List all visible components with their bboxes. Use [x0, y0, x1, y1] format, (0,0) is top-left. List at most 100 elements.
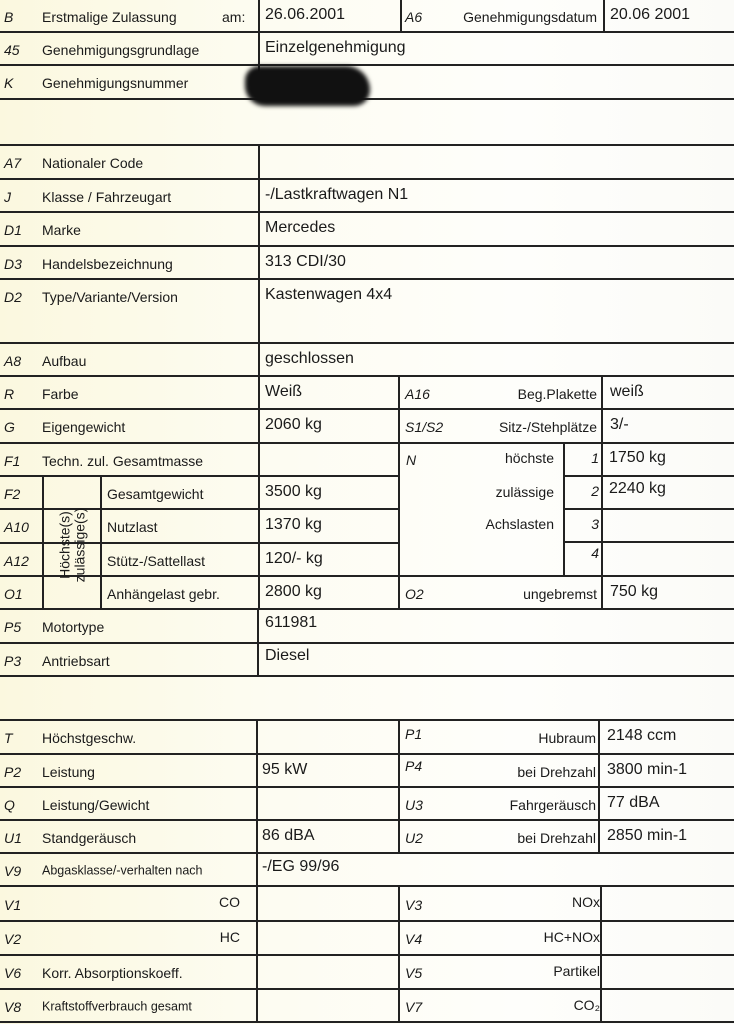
row-f2: F2 Gesamtgewicht 3500 kg	[0, 477, 400, 510]
divider	[398, 821, 400, 852]
code: D3	[4, 255, 22, 272]
code: T	[4, 729, 13, 746]
divider	[100, 544, 102, 575]
row-a8: A8 Aufbau geschlossen	[0, 344, 734, 377]
label: Type/Variante/Version	[42, 288, 178, 305]
code: R	[4, 385, 15, 402]
code: P3	[4, 652, 22, 669]
row-v2: V2 HC V4 HC+NOx	[0, 922, 734, 956]
value2: 3800 min-1	[607, 761, 688, 778]
code: P2	[4, 763, 22, 780]
code-n: N	[406, 452, 417, 468]
row-blank	[0, 100, 734, 146]
row-a5: 45 Genehmigungsgrundlage Einzelgenehmigu…	[0, 33, 734, 66]
label: Genehmigungsgrundlage	[42, 41, 200, 58]
row-v8: V8 Kraftstoffverbrauch gesamt V7 CO₂	[0, 990, 734, 1023]
label: Techn. zul. Gesamtmasse	[42, 452, 204, 469]
value: 3500 kg	[265, 483, 322, 500]
row-t: T Höchstgeschw. P1 Hubraum 2148 ccm	[0, 721, 734, 755]
value: Diesel	[265, 647, 310, 664]
label: Anhängelast gebr.	[107, 585, 220, 602]
divider	[258, 0, 260, 31]
axle-number: 1	[591, 450, 599, 466]
divider	[398, 956, 400, 988]
value: Einzelgenehmigung	[265, 39, 406, 56]
code: F1	[4, 452, 21, 469]
value: 2060 kg	[265, 416, 322, 433]
value: -/Lastkraftwagen N1	[265, 186, 409, 203]
value: 26.06.2001	[265, 6, 346, 23]
value: Weiß	[265, 383, 303, 400]
label: Nationaler Code	[42, 154, 144, 171]
label2: NOx	[572, 893, 600, 910]
code2: U2	[405, 829, 423, 846]
axle-3: 3	[565, 510, 734, 543]
code: V8	[4, 998, 22, 1015]
code: O1	[4, 585, 23, 602]
label: Marke	[42, 221, 81, 238]
divider	[398, 990, 400, 1021]
divider	[398, 887, 400, 920]
rotated-text: Höchste(s) zulässige(s)	[56, 507, 87, 582]
code: V6	[4, 964, 22, 981]
axle-number: 2	[591, 483, 599, 499]
row-d2: D2 Type/Variante/Version Kastenwagen 4x4	[0, 280, 734, 344]
divider	[42, 577, 44, 608]
divider	[258, 33, 260, 64]
label2: Sitz-/Stehplätze	[498, 418, 597, 435]
value: Kastenwagen 4x4	[265, 286, 393, 303]
label2: HC+NOx	[543, 928, 600, 945]
code: Q	[4, 796, 15, 813]
axle-1: 1 1750 kg	[565, 444, 734, 477]
divider	[398, 377, 400, 408]
label: CO	[219, 893, 240, 910]
row-p5: P5 Motortype 611981	[0, 610, 734, 644]
value2: 750 kg	[610, 583, 659, 600]
divider	[398, 755, 400, 786]
label2: Fahrgeräusch	[509, 796, 596, 813]
label: Kraftstoffverbrauch gesamt	[42, 999, 192, 1014]
divider	[42, 544, 44, 575]
divider	[598, 788, 600, 819]
axle-number: 4	[591, 545, 599, 561]
code: U1	[4, 829, 22, 846]
code2: O2	[405, 585, 424, 602]
row-r: R Farbe Weiß A16 Beg.Plakette weiß	[0, 377, 734, 410]
divider	[256, 922, 258, 954]
divider	[42, 510, 44, 542]
divider	[600, 922, 602, 954]
divider	[256, 956, 258, 988]
value: -/EG 99/96	[262, 858, 340, 875]
value2: 20.06 2001	[610, 6, 691, 23]
divider	[100, 510, 102, 542]
label: Klasse / Fahrzeugart	[42, 188, 172, 205]
code2: V3	[405, 896, 423, 913]
divider	[257, 610, 259, 642]
divider	[258, 146, 260, 178]
row-f1: F1 Techn. zul. Gesamtmasse	[0, 444, 400, 477]
code2: A16	[405, 385, 430, 402]
divider	[256, 887, 258, 920]
label: Eigengewicht	[42, 418, 126, 435]
value: 313 CDI/30	[265, 253, 346, 270]
code: D1	[4, 221, 22, 238]
divider	[256, 854, 258, 885]
code2: V4	[405, 930, 423, 947]
row-v1: V1 CO V3 NOx	[0, 887, 734, 922]
label: HC	[219, 928, 240, 945]
row-v6: V6 Korr. Absorptionskoeff. V5 Partikel	[0, 956, 734, 990]
divider	[42, 477, 44, 508]
label: Gesamtgewicht	[107, 485, 204, 502]
divider	[400, 0, 402, 31]
value: geschlossen	[265, 350, 354, 367]
divider	[258, 280, 260, 342]
label: Motortype	[42, 618, 105, 635]
code: F2	[4, 485, 21, 502]
label2: Beg.Plakette	[517, 385, 597, 402]
code: K	[4, 74, 14, 91]
label: Leistung	[42, 763, 95, 780]
label2: Genehmigungsdatum	[463, 8, 597, 25]
divider	[398, 922, 400, 954]
divider	[258, 444, 260, 475]
row-q: Q Leistung/Gewicht U3 Fahrgeräusch 77 dB…	[0, 788, 734, 821]
